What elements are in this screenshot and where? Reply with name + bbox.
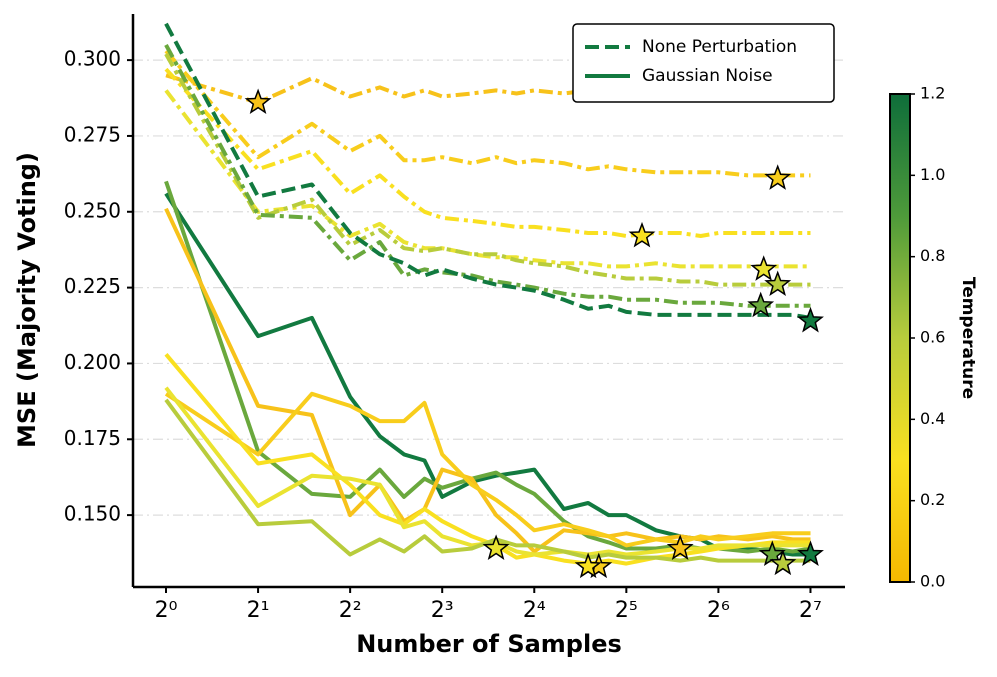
y-tick-label: 0.200 bbox=[64, 350, 121, 374]
colorbar-tick-label: 0.8 bbox=[920, 246, 945, 265]
y-axis-label: MSE (Majority Voting) bbox=[13, 152, 41, 448]
legend-label: Gaussian Noise bbox=[642, 66, 773, 86]
legend: None Perturbation Gaussian Noise bbox=[572, 23, 835, 103]
x-tick-label: 2⁷ bbox=[799, 598, 822, 623]
series-line bbox=[164, 53, 811, 287]
star-marker bbox=[574, 552, 602, 579]
legend-box bbox=[572, 23, 835, 103]
series-line bbox=[164, 391, 811, 548]
x-tick-label: 2⁶ bbox=[707, 598, 730, 623]
colorbar-tick-label: 1.2 bbox=[920, 84, 945, 103]
y-tick-label: 0.275 bbox=[64, 122, 121, 146]
y-tick-label: 0.150 bbox=[64, 502, 121, 526]
colorbar-label: Temperature bbox=[958, 277, 978, 399]
star-marker bbox=[747, 291, 775, 318]
star-marker bbox=[797, 540, 824, 567]
star-marker bbox=[628, 221, 656, 248]
star-marker bbox=[244, 88, 272, 115]
star-marker bbox=[482, 534, 510, 560]
star-marker bbox=[764, 164, 792, 190]
star-marker bbox=[769, 549, 797, 576]
series-line bbox=[164, 386, 811, 557]
grid bbox=[133, 59, 845, 516]
x-tick-label: 2¹ bbox=[247, 598, 270, 623]
colorbar-bar bbox=[889, 93, 911, 583]
y-tick-label: 0.300 bbox=[64, 47, 121, 71]
series-line bbox=[164, 22, 811, 320]
x-tick-label: 2⁰ bbox=[155, 598, 178, 623]
y-tick-label: 0.175 bbox=[64, 426, 121, 450]
series-line bbox=[164, 207, 811, 554]
y-tick-label: 0.250 bbox=[64, 198, 121, 222]
colorbar-tick-label: 0.2 bbox=[920, 490, 945, 509]
star-marker bbox=[666, 534, 694, 560]
series-line bbox=[164, 43, 811, 308]
plot-lines bbox=[164, 22, 811, 566]
series-line bbox=[164, 353, 811, 566]
legend-label: None Perturbation bbox=[642, 37, 797, 57]
series-line bbox=[164, 67, 811, 238]
stars bbox=[244, 88, 824, 579]
colorbar-tick-label: 0.6 bbox=[920, 328, 945, 347]
series-line bbox=[165, 73, 811, 105]
x-tick-label: 2³ bbox=[431, 598, 454, 623]
series-line bbox=[164, 398, 811, 563]
colorbar-tick-label: 1.0 bbox=[920, 165, 945, 184]
x-tick-label: 2⁵ bbox=[615, 598, 638, 623]
colorbar: Temperature 0.0 0.2 0.4 0.6 0.8 1.0 1.2 bbox=[889, 84, 978, 591]
colorbar-tick-label: 0.0 bbox=[920, 572, 945, 591]
star-marker bbox=[764, 270, 792, 297]
x-axis-label: Number of Samples bbox=[356, 630, 622, 658]
star-marker bbox=[750, 255, 778, 281]
star-marker bbox=[797, 306, 824, 333]
series-line bbox=[164, 89, 811, 269]
y-tick-label: 0.225 bbox=[64, 274, 121, 298]
x-tick-label: 2⁴ bbox=[523, 598, 546, 623]
colorbar-tick-label: 0.4 bbox=[920, 409, 945, 428]
x-tick-label: 2² bbox=[339, 598, 362, 623]
